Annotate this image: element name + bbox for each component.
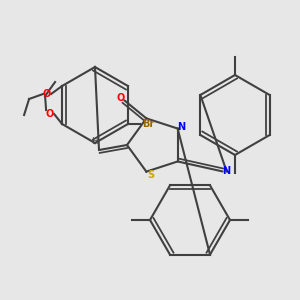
Text: N: N	[223, 167, 231, 176]
Text: O: O	[43, 89, 51, 99]
Text: Br: Br	[142, 119, 154, 129]
Text: O: O	[116, 93, 124, 103]
Text: N: N	[178, 122, 186, 131]
Text: S: S	[147, 169, 154, 180]
Text: H: H	[91, 137, 97, 146]
Text: O: O	[46, 109, 54, 119]
